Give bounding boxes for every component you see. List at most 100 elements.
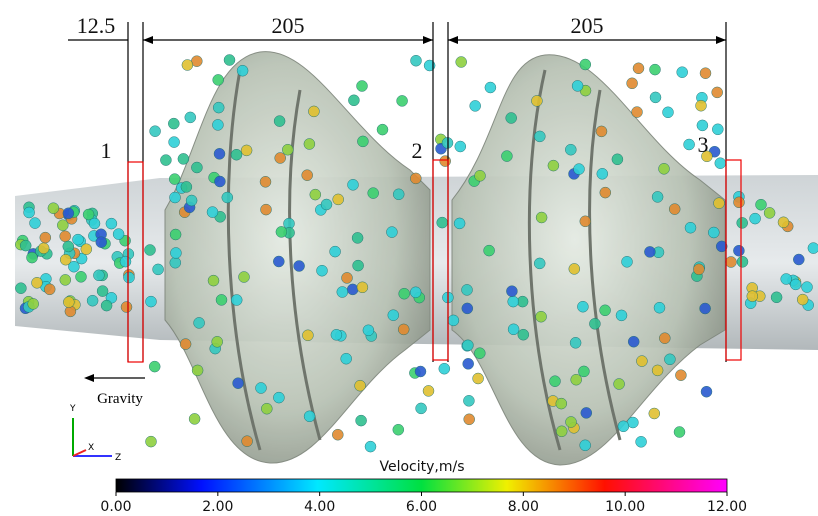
- particle: [470, 100, 481, 111]
- particle: [485, 82, 496, 93]
- particle: [256, 383, 267, 394]
- particle: [506, 286, 517, 297]
- particle: [578, 366, 589, 377]
- particle: [771, 292, 782, 303]
- particle: [475, 170, 486, 181]
- particle: [712, 87, 723, 98]
- particle: [356, 415, 367, 426]
- particle: [160, 155, 171, 166]
- particle: [121, 302, 132, 313]
- particle: [700, 68, 711, 79]
- section-label: 1: [101, 138, 112, 163]
- particle: [636, 436, 647, 447]
- particle: [456, 57, 467, 68]
- particle: [506, 113, 517, 124]
- particle: [241, 145, 252, 156]
- particle: [712, 124, 723, 135]
- particle: [397, 95, 408, 106]
- particle: [808, 243, 818, 254]
- axis-triad: Y X Z: [69, 404, 121, 463]
- particle: [632, 107, 643, 118]
- particle: [596, 126, 607, 137]
- particle: [652, 191, 663, 202]
- particle: [636, 356, 647, 367]
- particle: [462, 303, 473, 314]
- gravity-label: Gravity: [97, 391, 143, 407]
- particle: [28, 298, 39, 309]
- particle: [332, 429, 343, 440]
- colorbar-title: Velocity,m/s: [379, 459, 464, 475]
- particle: [627, 78, 638, 89]
- particle: [260, 176, 271, 187]
- particle: [654, 302, 665, 313]
- dim-label: 12.5: [77, 13, 116, 38]
- particle: [181, 181, 192, 192]
- particle: [168, 118, 179, 129]
- gravity-arrowhead: [84, 374, 94, 382]
- particle: [733, 245, 744, 256]
- particle: [793, 254, 804, 265]
- particle: [365, 441, 376, 452]
- particle: [628, 336, 639, 347]
- particle: [423, 385, 434, 396]
- particle: [170, 248, 181, 259]
- particle: [633, 63, 644, 74]
- dim-label: 205: [571, 13, 604, 38]
- impeller-2: [452, 55, 725, 465]
- particle: [231, 295, 242, 306]
- particle: [185, 112, 196, 123]
- particle: [192, 365, 203, 376]
- particle: [214, 148, 225, 159]
- particle: [231, 149, 242, 160]
- particle: [696, 100, 707, 111]
- particle: [415, 366, 426, 377]
- particle: [473, 373, 484, 384]
- particle: [474, 348, 485, 359]
- particle: [275, 153, 286, 164]
- particle: [333, 194, 344, 205]
- particle: [764, 207, 775, 218]
- particle: [618, 421, 629, 432]
- particle: [650, 64, 661, 75]
- particle: [191, 162, 202, 173]
- particle: [550, 376, 561, 387]
- particle: [386, 227, 397, 238]
- particle: [330, 246, 341, 257]
- axis-label: X: [88, 443, 94, 453]
- particle: [97, 286, 108, 297]
- particle: [355, 380, 366, 391]
- particle: [464, 414, 475, 425]
- particle: [659, 163, 670, 174]
- particle: [150, 126, 161, 137]
- particle: [208, 275, 219, 286]
- particle: [556, 398, 567, 409]
- colorbar-tick-label: 8.00: [508, 499, 539, 515]
- colorbar-tick-label: 0.00: [100, 499, 131, 515]
- particle: [261, 204, 272, 215]
- particle: [146, 296, 157, 307]
- particle: [63, 208, 74, 219]
- particle: [337, 287, 348, 298]
- particle: [650, 92, 661, 103]
- particle: [348, 95, 359, 106]
- particle: [341, 353, 352, 364]
- particle: [153, 264, 164, 275]
- particle: [170, 229, 181, 240]
- particle: [677, 67, 688, 78]
- particle: [96, 237, 107, 248]
- particle: [331, 329, 342, 340]
- particle: [571, 374, 582, 385]
- particle: [93, 270, 104, 281]
- particle: [508, 324, 519, 335]
- particle: [213, 102, 224, 113]
- particle: [24, 207, 35, 218]
- particle: [101, 300, 112, 311]
- particle: [352, 232, 363, 243]
- particle: [580, 59, 591, 70]
- particle: [304, 139, 315, 150]
- particle: [273, 256, 284, 267]
- particle: [239, 272, 250, 283]
- particle: [685, 222, 696, 233]
- particle: [726, 257, 737, 268]
- particle: [170, 257, 181, 268]
